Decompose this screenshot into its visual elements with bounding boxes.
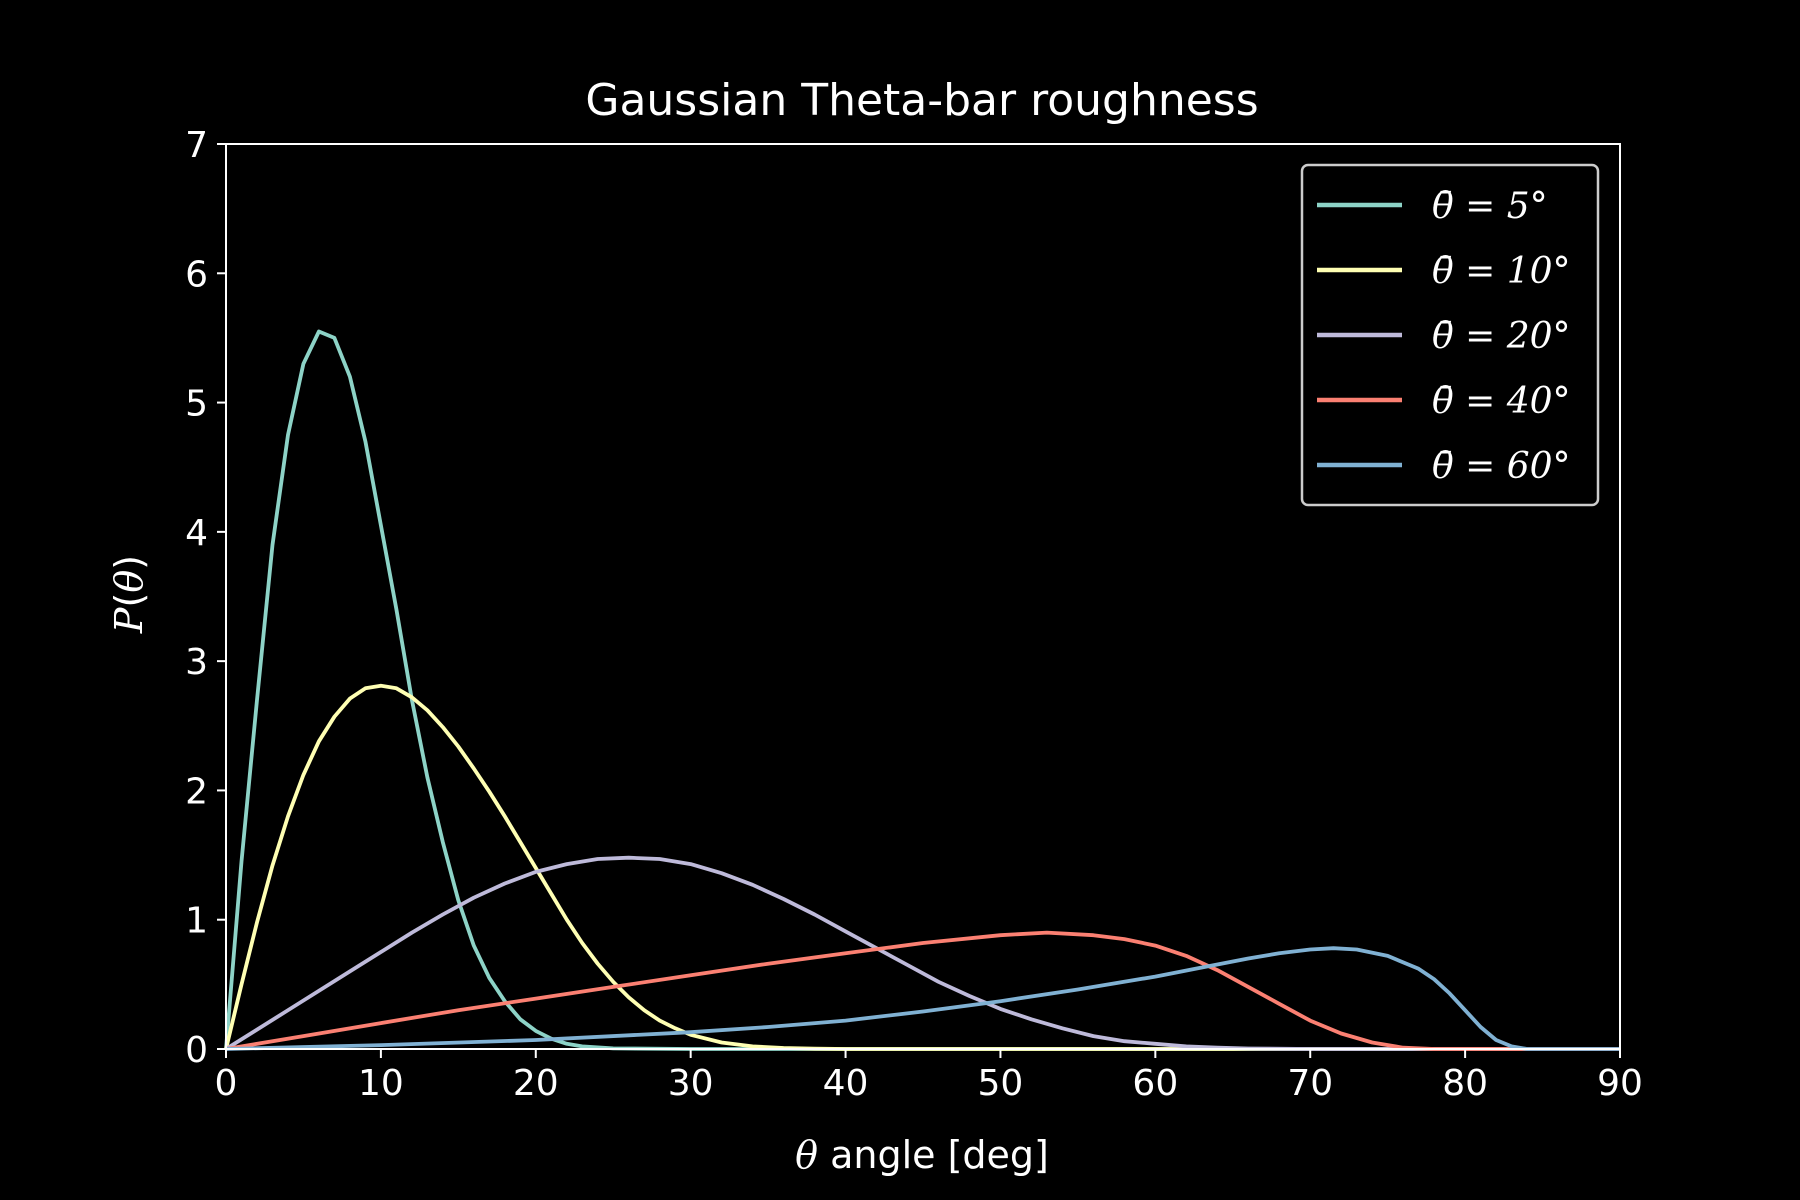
y-tick-label: 1 (185, 901, 208, 942)
y-tick-label: 2 (185, 771, 208, 812)
legend: θ̄ = 5° θ̄ = 10° θ̄ = 20° θ̄ = 40° θ̄ = 60° (1300, 163, 1600, 507)
chart-title: Gaussian Theta-bar roughness (585, 75, 1258, 126)
x-tick-label: 20 (513, 1063, 559, 1104)
legend-label: θ̄ = 60° (1432, 446, 1571, 487)
axes-layer: 0 10 20 30 40 50 60 70 80 90 0 1 2 3 4 5 6 7 (185, 125, 1643, 1104)
series-line-4 (225, 930, 1620, 1051)
series-line-1 (224, 329, 1620, 1051)
legend-label: θ̄ = 40° (1432, 381, 1571, 422)
x-tick-label: 70 (1287, 1063, 1333, 1104)
x-tick-label: 90 (1597, 1063, 1643, 1104)
series-line-2 (224, 683, 1620, 1051)
legend-box (1300, 163, 1600, 507)
legend-label: θ̄ = 20° (1432, 316, 1571, 357)
y-axis-label: P(θ) (107, 555, 151, 634)
x-tick-label: 30 (668, 1063, 714, 1104)
x-tick-label: 50 (978, 1063, 1024, 1104)
series-line-3 (224, 855, 1620, 1051)
y-tick-label: 6 (185, 254, 208, 295)
x-tick-label: 60 (1132, 1063, 1178, 1104)
x-tick-label: 40 (823, 1063, 869, 1104)
x-tick-label: 80 (1442, 1063, 1488, 1104)
axes-frame (225, 143, 1621, 1050)
y-tick-label: 0 (185, 1030, 208, 1071)
series-layer (224, 329, 1620, 1051)
x-tick-label: 10 (358, 1063, 404, 1104)
x-tick-label: 0 (215, 1063, 238, 1104)
legend-label: θ̄ = 10° (1432, 251, 1571, 292)
y-tick-label: 3 (185, 642, 208, 683)
y-tick-label: 7 (185, 125, 208, 166)
y-tick-label: 5 (185, 384, 208, 425)
x-axis-label: θ angle [deg] (795, 1133, 1049, 1177)
y-tick-label: 4 (185, 513, 208, 554)
series-line-5 (225, 946, 1620, 1051)
legend-label: θ̄ = 5° (1432, 186, 1548, 227)
